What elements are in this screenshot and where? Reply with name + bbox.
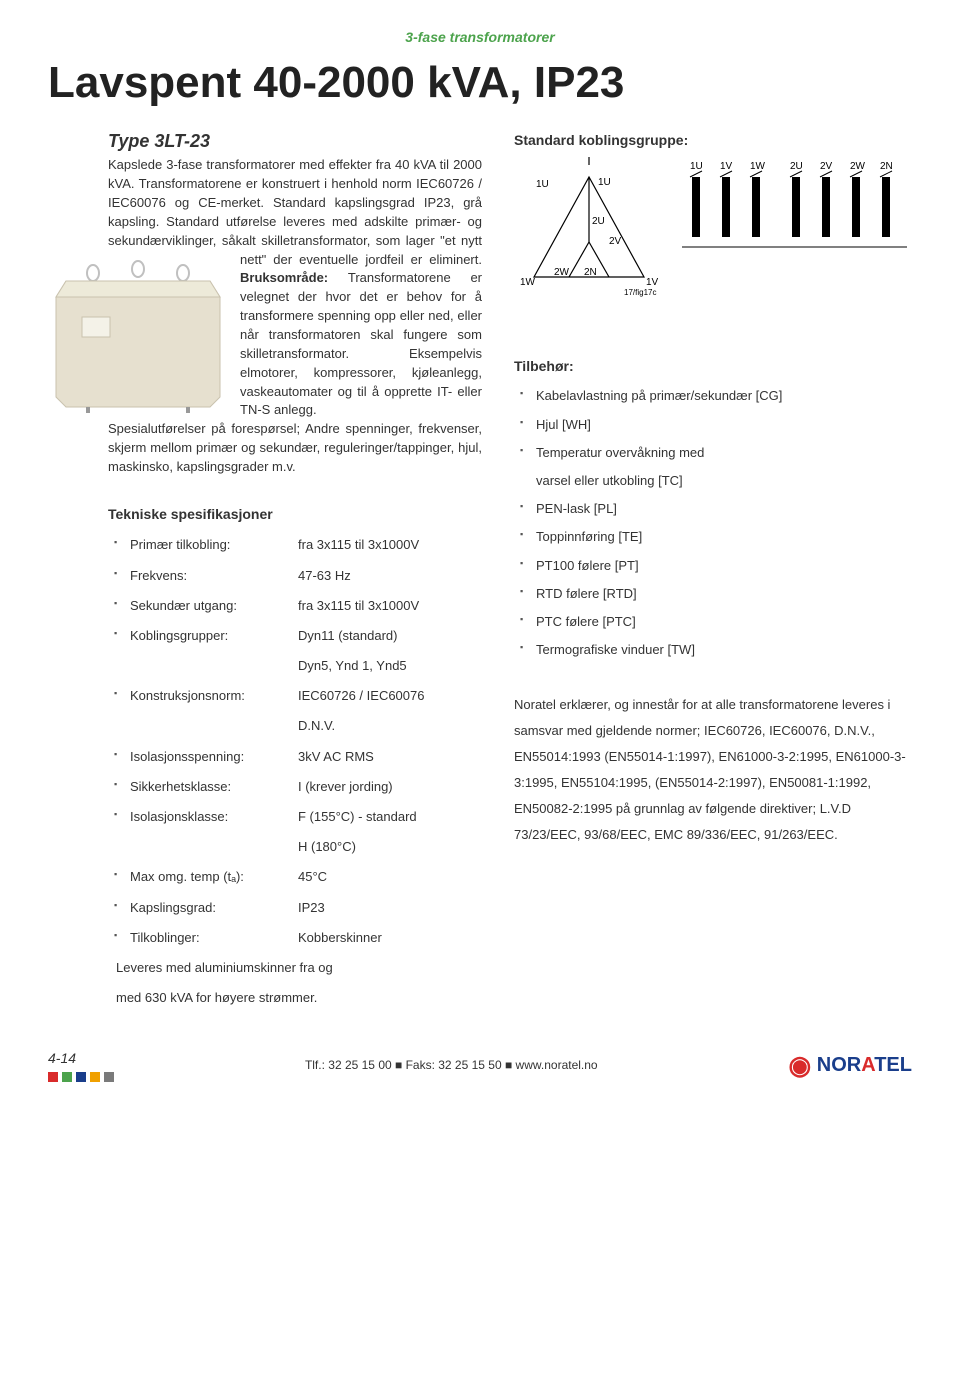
wiring-diagrams: 1U 1U 1W 1V 2U 2V 2W 2N 17/fig17c 1U 1V 1W xyxy=(514,157,912,297)
spec-row: Isolasjonsklasse:F (155°C) - standard xyxy=(108,802,482,832)
tech-specs: Tekniske spesifikasjoner Primær tilkobli… xyxy=(48,505,482,1014)
svg-text:1U: 1U xyxy=(598,177,611,188)
svg-text:1V: 1V xyxy=(720,161,733,172)
spec-row: Max omg. temp (tₐ):45°C xyxy=(108,862,482,892)
svg-text:1W: 1W xyxy=(750,161,766,172)
svg-text:2V: 2V xyxy=(820,161,833,172)
spec-row: Koblingsgrupper:Dyn11 (standard) xyxy=(108,621,482,651)
page-title: Lavspent 40-2000 kVA, IP23 xyxy=(48,52,912,114)
spec-row: Konstruksjonsnorm:IEC60726 / IEC60076 xyxy=(108,681,482,711)
color-squares-icon xyxy=(48,1072,114,1082)
svg-text:1U: 1U xyxy=(690,161,703,172)
svg-text:2N: 2N xyxy=(584,267,597,278)
spec-row: Kapslingsgrad:IP23 xyxy=(108,893,482,923)
category-label: 3-fase transformatorer xyxy=(48,28,912,48)
spec-row: Primær tilkobling:fra 3x115 til 3x1000V xyxy=(108,530,482,560)
norm-declaration: Noratel erklærer, og innestår for at all… xyxy=(514,692,912,848)
spec-row: Isolasjonsspenning:3kV AC RMS xyxy=(108,742,482,772)
svg-text:2W: 2W xyxy=(850,161,866,172)
spec-row: Sikkerhetsklasse:I (krever jording) xyxy=(108,772,482,802)
svg-text:2U: 2U xyxy=(592,216,605,227)
bruksomrade-label: Bruksområde: xyxy=(240,270,348,285)
svg-text:1V: 1V xyxy=(646,277,659,288)
left-column: Type 3LT-23 Kapslede 3-fase transformato… xyxy=(48,121,482,1013)
noratel-logo: ◉ NORATEL xyxy=(789,1047,912,1083)
svg-text:2U: 2U xyxy=(790,161,803,172)
terminal-diagram-icon: 1U 1V 1W 2U 2V 2W 2N xyxy=(682,157,912,257)
page: 3-fase transformatorer Lavspent 40-2000 … xyxy=(0,0,960,1104)
description-block: Kapslede 3-fase transformatorer med effe… xyxy=(48,156,482,420)
svg-text:2N: 2N xyxy=(880,161,893,172)
page-number: 4-14 xyxy=(48,1049,114,1069)
special-text: Spesialutførelser på forespørsel; Andre … xyxy=(48,420,482,477)
right-column: Standard koblingsgruppe: 1U 1U 1W xyxy=(514,121,912,1013)
fig-ref: 17/fig17c xyxy=(624,288,656,297)
footer-contact: Tlf.: 32 25 15 00 ■ Faks: 32 25 15 50 ■ … xyxy=(305,1057,598,1074)
list-item: varsel eller utkobling [TC] xyxy=(514,467,912,495)
spec-row: Sekundær utgang:fra 3x115 til 3x1000V xyxy=(108,591,482,621)
svg-text:1W: 1W xyxy=(520,277,536,288)
bruksomrade-text: Transformatorene er velegnet der hvor de… xyxy=(240,270,482,417)
page-footer: 4-14 Tlf.: 32 25 15 00 ■ Faks: 32 25 15 … xyxy=(48,1037,912,1083)
main-columns: Type 3LT-23 Kapslede 3-fase transformato… xyxy=(48,121,912,1013)
list-item: Termografiske vinduer [TW] xyxy=(514,636,912,664)
specs-title: Tekniske spesifikasjoner xyxy=(108,505,482,525)
list-item: RTD følere [RTD] xyxy=(514,580,912,608)
list-item: Hjul [WH] xyxy=(514,411,912,439)
std-koblingsgruppe-title: Standard koblingsgruppe: xyxy=(514,131,912,151)
svg-text:2V: 2V xyxy=(609,236,622,247)
specs-footer-1: Leveres med aluminiumskinner fra og xyxy=(108,953,482,983)
specs-footer-2: med 630 kVA for høyere strømmer. xyxy=(108,983,482,1013)
tilbehor-title: Tilbehør: xyxy=(514,357,912,377)
svg-text:1U: 1U xyxy=(536,179,549,190)
tilbehor-list: Kabelavlastning på primær/sekundær [CG] … xyxy=(514,382,912,664)
list-item: Toppinnføring [TE] xyxy=(514,523,912,551)
list-item: Kabelavlastning på primær/sekundær [CG] xyxy=(514,382,912,410)
specs-list: Primær tilkobling:fra 3x115 til 3x1000V … xyxy=(108,530,482,953)
type-subtitle: Type 3LT-23 xyxy=(48,129,482,154)
list-item: PT100 følere [PT] xyxy=(514,552,912,580)
description-text: Kapslede 3-fase transformatorer med effe… xyxy=(108,157,482,266)
list-item: PEN-lask [PL] xyxy=(514,495,912,523)
list-item: Temperatur overvåkning med xyxy=(514,439,912,467)
svg-text:2W: 2W xyxy=(554,267,570,278)
spec-row: Dyn5, Ynd 1, Ynd5 xyxy=(108,651,482,681)
delta-wye-diagram-icon: 1U 1U 1W 1V 2U 2V 2W 2N 17/fig17c xyxy=(514,157,664,297)
spec-row: Frekvens:47-63 Hz xyxy=(108,561,482,591)
spec-row: D.N.V. xyxy=(108,711,482,741)
list-item: PTC følere [PTC] xyxy=(514,608,912,636)
product-image xyxy=(48,255,228,415)
spec-row: H (180°C) xyxy=(108,832,482,862)
spec-row: Tilkoblinger:Kobberskinner xyxy=(108,923,482,953)
footer-left: 4-14 xyxy=(48,1049,114,1083)
